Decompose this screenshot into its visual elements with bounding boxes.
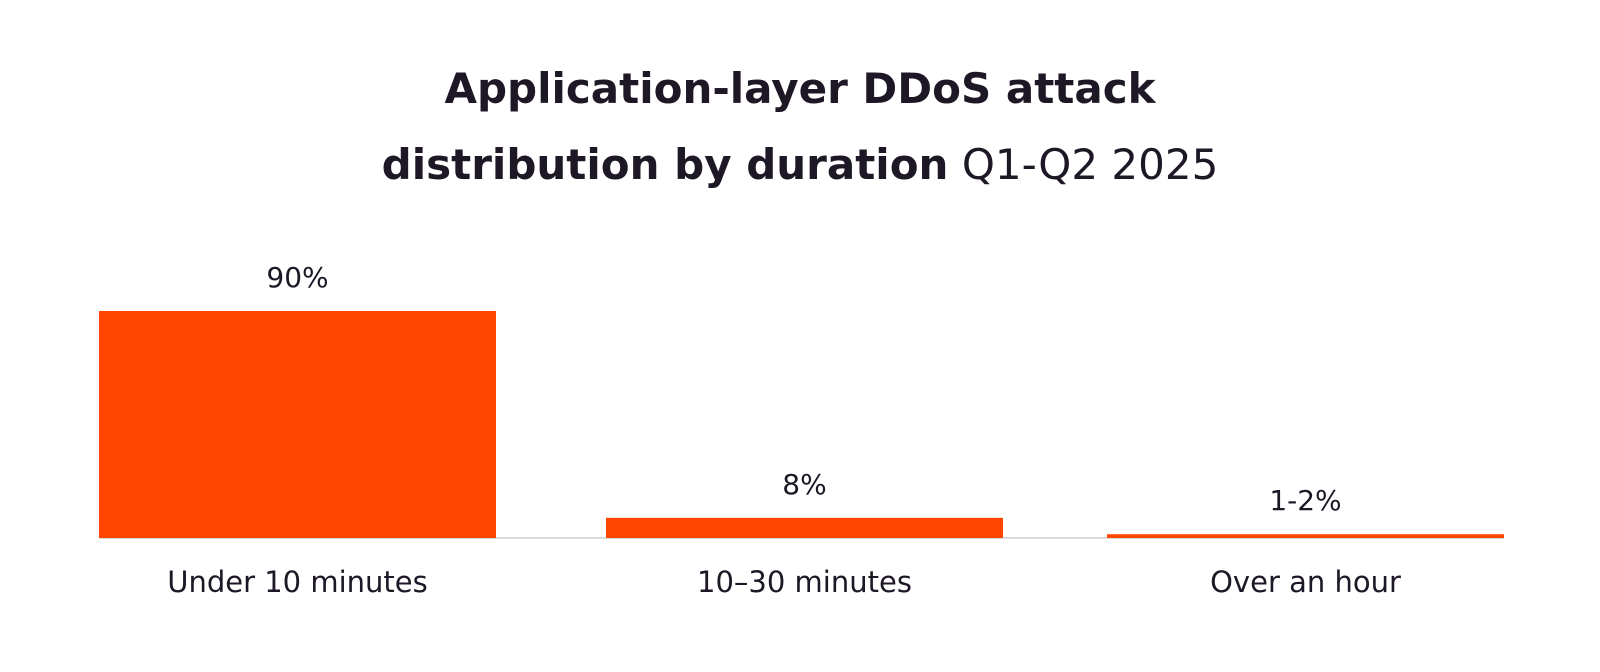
category-label-2: Over an hour — [1210, 565, 1401, 599]
data-label-0: 90% — [266, 261, 328, 294]
category-label-1: 10–30 minutes — [697, 565, 912, 599]
bar-0 — [99, 311, 496, 538]
bar-1 — [606, 517, 1003, 538]
chart-title-period: Q1-Q2 2025 — [961, 140, 1219, 189]
category-label-0: Under 10 minutes — [167, 565, 428, 599]
chart-title-bold-text: distribution by duration — [381, 140, 949, 189]
bar-2 — [1107, 534, 1504, 538]
chart-title-line-2: distribution by duration Q1-Q2 2025 — [0, 129, 1600, 201]
chart-title-line-1: Application-layer DDoS attack — [0, 53, 1600, 125]
data-label-1: 8% — [782, 468, 826, 501]
chart-title-text: Application-layer DDoS attack — [444, 64, 1156, 113]
data-label-2: 1-2% — [1269, 484, 1341, 517]
